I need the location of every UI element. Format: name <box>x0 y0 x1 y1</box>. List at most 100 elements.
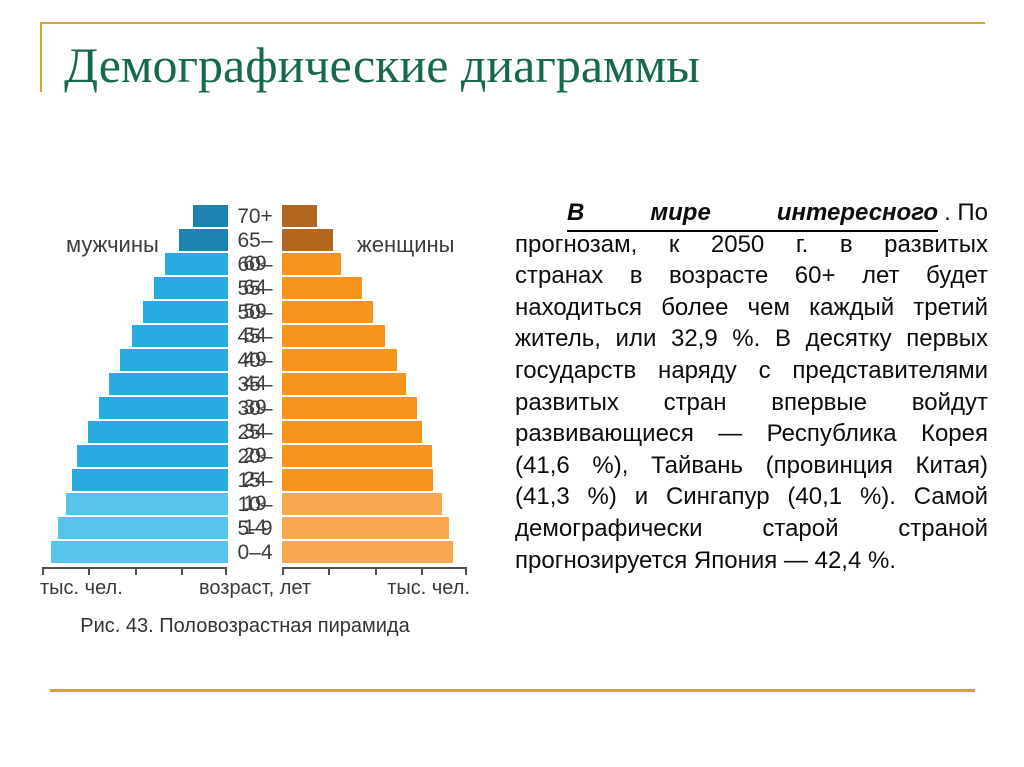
age-group-label: 0–4 <box>237 541 273 564</box>
male-bar <box>88 421 228 443</box>
male-bar <box>179 229 228 251</box>
pyramid-row: 20–24 <box>40 445 470 491</box>
age-group-label: 5–9 <box>237 517 273 540</box>
article-line: демографически старой страной <box>515 514 988 542</box>
male-bar <box>165 253 228 275</box>
article-line: прогнозируется Япония — 42,4 %. <box>515 546 896 574</box>
female-bar <box>282 349 397 371</box>
axis-tick <box>282 569 284 575</box>
article-line: странах в возрасте 60+ лет будет <box>515 262 988 290</box>
female-bar <box>282 469 433 491</box>
slide-title: Демографические диаграммы <box>64 37 700 93</box>
axis-tick <box>374 569 377 575</box>
pyramid-row: 10–14 <box>40 493 470 539</box>
age-group-label: 45–49 <box>237 325 273 371</box>
age-group-label: 35–39 <box>237 373 273 419</box>
axis-tick <box>465 569 467 575</box>
article-line: развитых стран впервые войдут <box>515 388 988 416</box>
axis-tick <box>420 569 423 575</box>
pyramid-row: 5–9 <box>40 517 470 541</box>
pyramid-row: 70+ <box>40 205 470 229</box>
male-bar <box>193 205 228 227</box>
age-group-label: 10–14 <box>237 493 273 539</box>
age-group-label: 20–24 <box>237 445 273 491</box>
female-bar <box>282 517 449 539</box>
article-line: развивающиеся — Республика Корея <box>515 420 988 448</box>
male-bar <box>77 445 228 467</box>
population-pyramid-figure: мужчины женщины 70+ 65–69 60–64 55–59 50–54 4… <box>40 205 470 645</box>
female-bar <box>282 301 373 323</box>
pyramid-row: 30–34 <box>40 397 470 443</box>
male-bar <box>58 517 228 539</box>
lead-word: мире <box>650 199 711 226</box>
right-axis-unit-label: тыс. чел. <box>387 577 470 599</box>
pyramid-rows: 70+ 65–69 60–64 55–59 50–54 45–49 40–44 35–39 30… <box>40 205 470 565</box>
male-bar <box>120 349 228 371</box>
axis-tick <box>42 569 44 575</box>
article-text: В мире интересного . По прогнозам, к 205… <box>515 197 988 576</box>
female-bar <box>282 325 385 347</box>
article-line: (41,3 %) и Сингапур (40,1 %). Самой <box>515 483 988 511</box>
axis-tick <box>180 569 183 575</box>
pyramid-row: 25–29 <box>40 421 470 467</box>
female-bar <box>282 373 406 395</box>
article-lead-tail: . По <box>944 199 988 226</box>
female-bar <box>282 229 333 251</box>
male-bar <box>99 397 228 419</box>
male-bar <box>143 301 228 323</box>
axis-tick <box>134 569 137 575</box>
male-bar <box>154 277 228 299</box>
female-bar <box>282 493 442 515</box>
pyramid-row: 40–44 <box>40 349 470 395</box>
pyramid-row: 60–64 <box>40 253 470 299</box>
age-group-label: 60–64 <box>237 253 273 299</box>
article-lead-heading: В мире интересного <box>567 197 939 232</box>
age-group-label: 50–54 <box>237 301 273 347</box>
pyramid-row: 55–59 <box>40 277 470 323</box>
article-line: находиться более чем каждый третий <box>515 293 988 321</box>
pyramid-row: 0–4 <box>40 541 470 565</box>
age-group-label: 65–69 <box>237 229 273 275</box>
male-bar <box>72 469 228 491</box>
article-line: государств наряду с представителями <box>515 356 988 384</box>
age-group-label: 70+ <box>237 205 273 228</box>
left-axis <box>42 567 227 576</box>
lead-word: В <box>567 199 585 226</box>
figure-caption: Рис. 43. Половозрастная пирамида <box>80 615 410 637</box>
female-bar <box>282 445 432 467</box>
male-bar <box>66 493 228 515</box>
center-axis-label: возраст, лет <box>198 577 312 599</box>
axis-tick <box>225 569 227 575</box>
article-first-line: В мире интересного . По <box>515 197 988 232</box>
pyramid-row: 45–49 <box>40 325 470 371</box>
age-group-label: 55–59 <box>237 277 273 323</box>
female-side-label: женщины <box>357 232 455 257</box>
male-bar <box>109 373 228 395</box>
age-group-label: 40–44 <box>237 349 273 395</box>
right-axis <box>282 567 467 576</box>
female-bar <box>282 397 417 419</box>
axis-labels: тыс. чел. возраст, лет тыс. чел. <box>40 577 470 601</box>
female-bar <box>282 205 317 227</box>
left-axis-unit-label: тыс. чел. <box>40 577 123 599</box>
age-group-label: 30–34 <box>237 397 273 443</box>
axis-tick <box>88 569 91 575</box>
lead-word: интересного <box>776 199 939 226</box>
axis-tick <box>328 569 331 575</box>
bottom-divider-rule <box>50 689 975 692</box>
pyramid-row: 15–19 <box>40 469 470 515</box>
female-bar <box>282 253 341 275</box>
pyramid-row: 35–39 <box>40 373 470 419</box>
male-side-label: мужчины <box>66 232 159 257</box>
male-bar <box>132 325 228 347</box>
male-bar <box>51 541 228 563</box>
pyramid-row: 50–54 <box>40 301 470 347</box>
age-group-label: 15–19 <box>237 469 273 515</box>
female-bar <box>282 541 453 563</box>
article-line: (41,6 %), Тайвань (провинция Китая) <box>515 451 988 479</box>
female-bar <box>282 421 422 443</box>
article-line: житель, или 32,9 %. В десятку первых <box>515 325 988 353</box>
age-group-label: 25–29 <box>237 421 273 467</box>
female-bar <box>282 277 362 299</box>
